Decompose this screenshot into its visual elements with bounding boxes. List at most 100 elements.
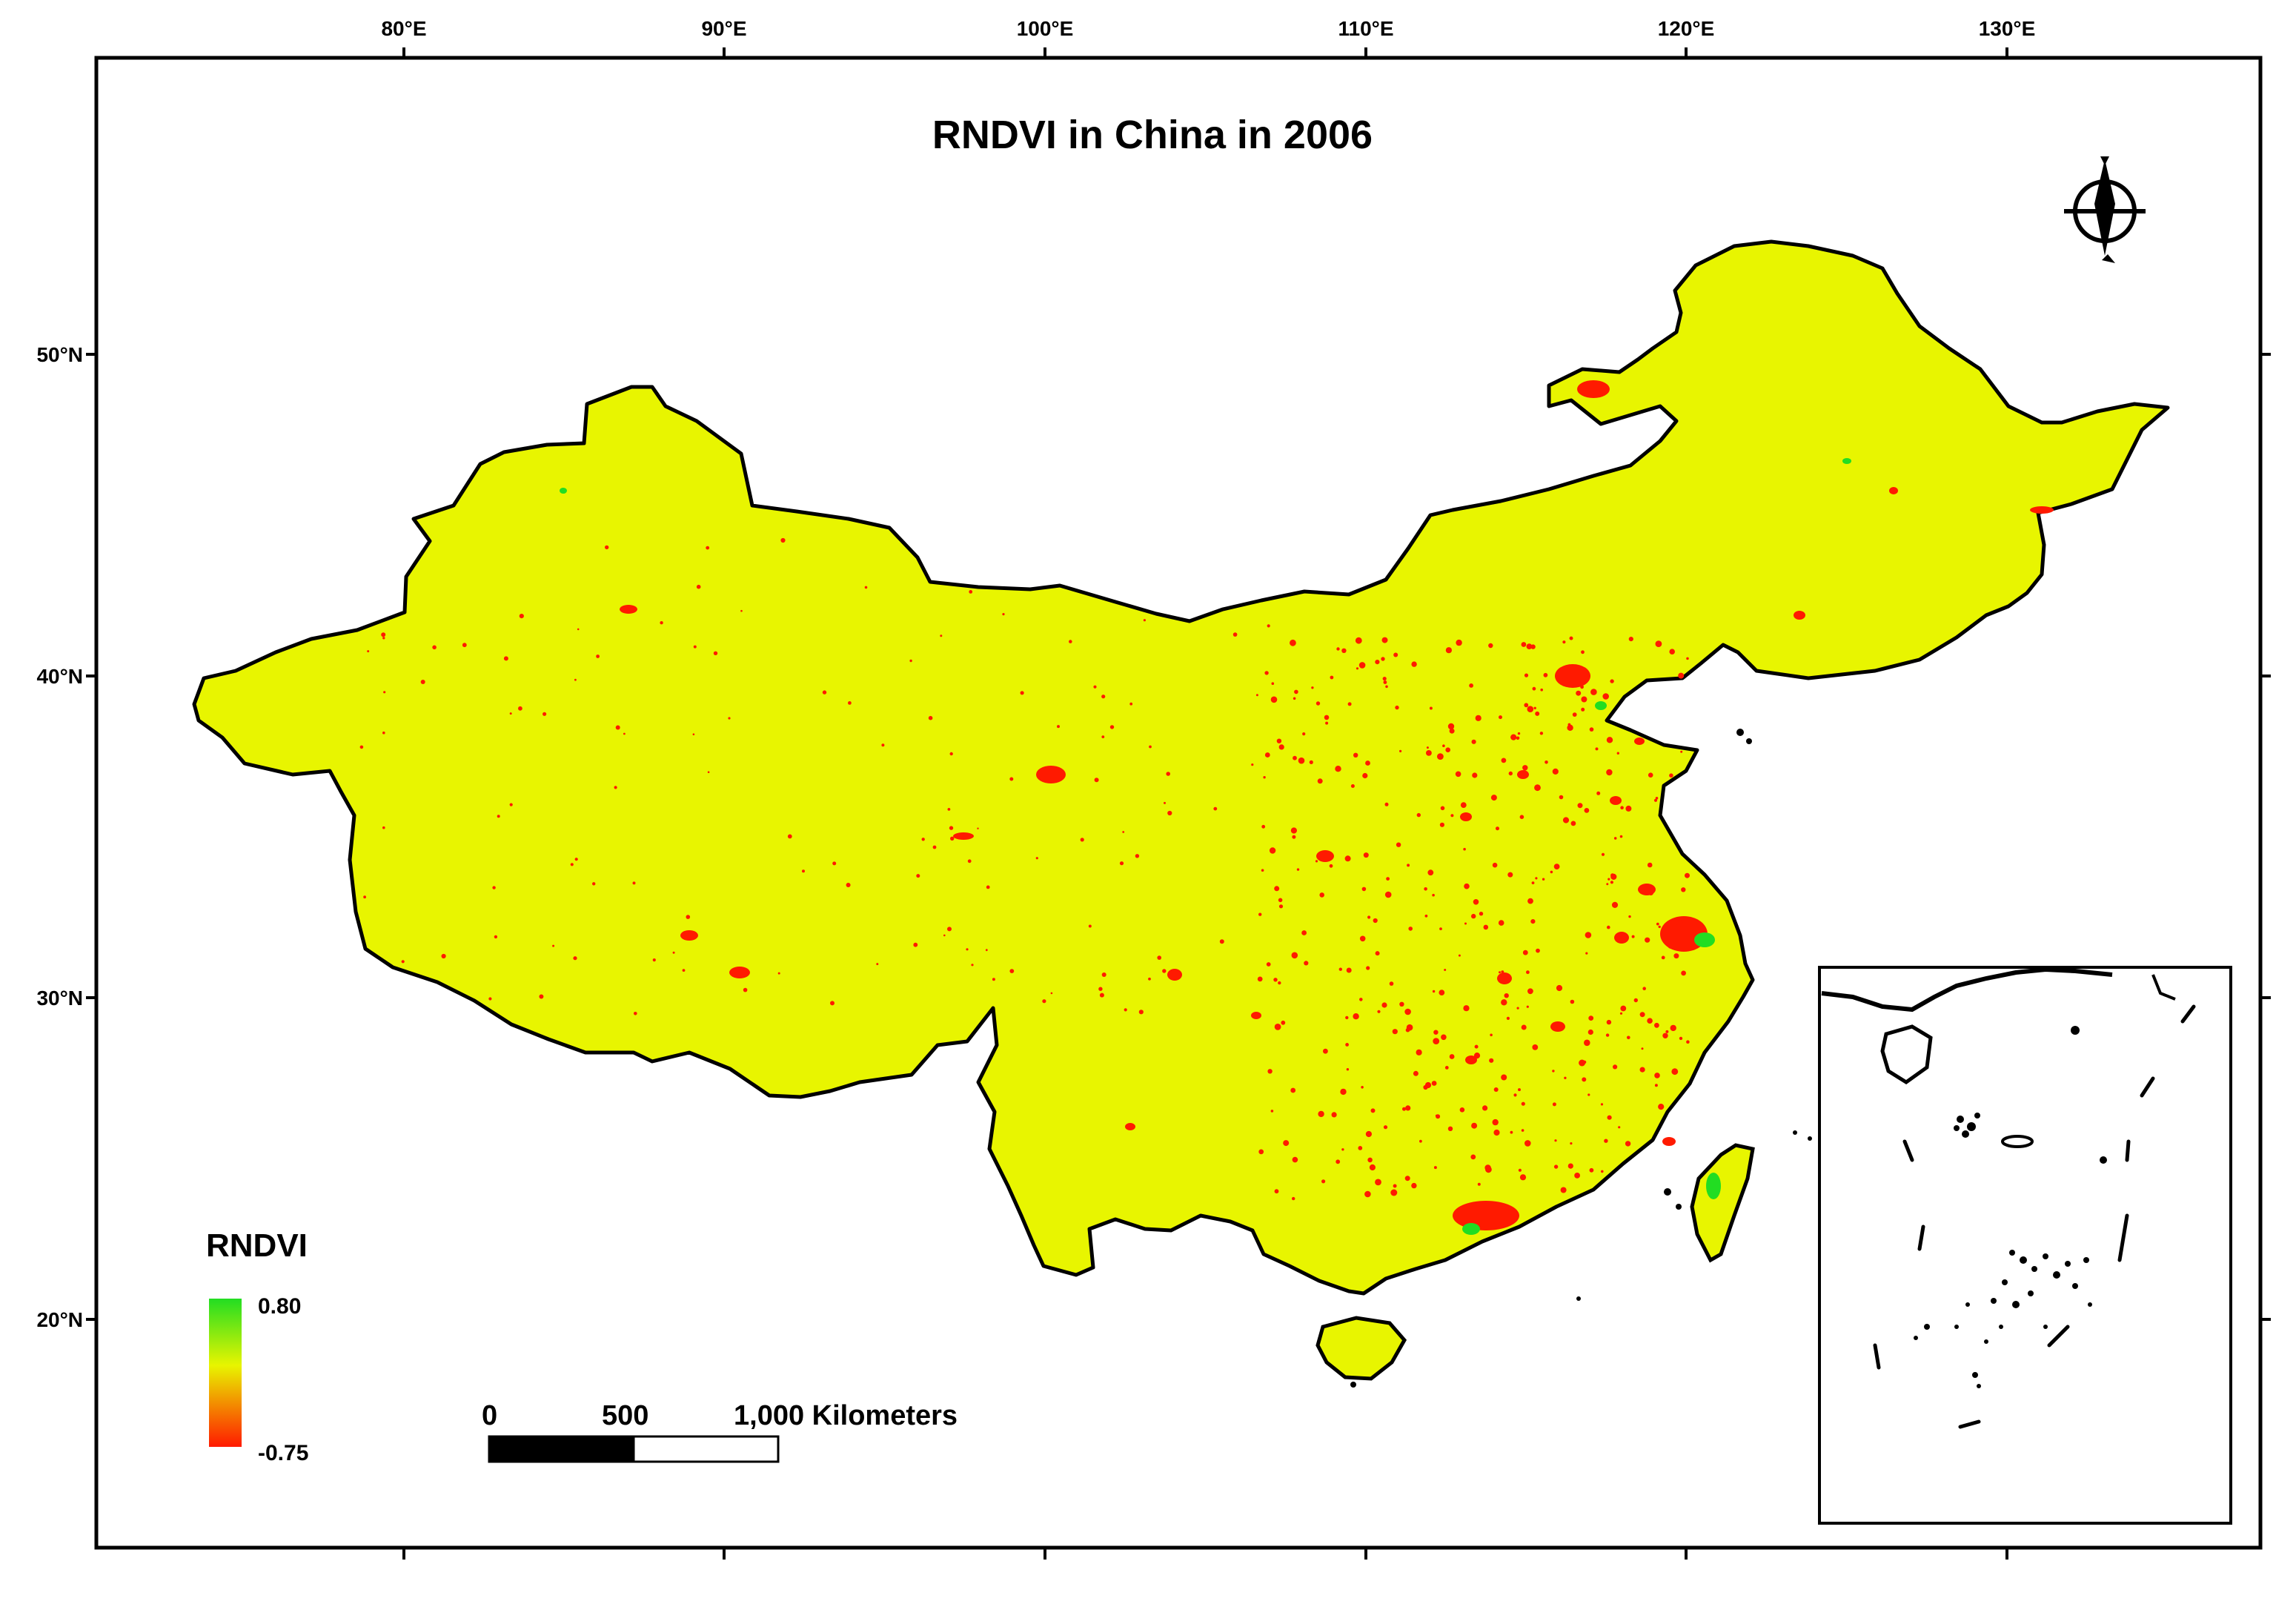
low-rndvi-dot: [947, 808, 951, 811]
low-rndvi-dot: [1473, 899, 1479, 905]
low-rndvi-dot: [1440, 806, 1445, 811]
low-rndvi-dot: [518, 706, 522, 711]
south-china-sea-inset: [1818, 966, 2232, 1525]
low-rndvi-dot: [1460, 802, 1467, 808]
low-rndvi-dot: [1564, 1076, 1567, 1080]
low-rndvi-dot: [1562, 640, 1566, 644]
low-rndvi-dot: [1669, 649, 1675, 654]
low-rndvi-dot: [1496, 826, 1499, 831]
low-rndvi-dot: [497, 815, 500, 818]
low-rndvi-dot: [1506, 1016, 1510, 1020]
low-rndvi-dot: [1345, 1015, 1349, 1020]
low-rndvi-dot: [1219, 939, 1224, 944]
low-rndvi-dot: [1569, 636, 1573, 640]
legend: RNDVI 0.80 -0.75: [206, 1227, 308, 1465]
low-rndvi-dot: [1273, 978, 1278, 982]
low-rndvi-dot: [1662, 1033, 1668, 1039]
low-rndvi-dot: [1472, 772, 1478, 778]
low-rndvi-dot: [573, 956, 577, 961]
low-rndvi-dot: [1135, 854, 1140, 858]
low-rndvi-dot: [1686, 657, 1689, 660]
low-rndvi-dot: [1475, 715, 1482, 721]
low-rndvi-dot: [1258, 1149, 1264, 1155]
low-rndvi-dot: [1490, 1033, 1493, 1037]
low-rndvi-dot: [1673, 953, 1679, 959]
low-rndvi-dot: [1124, 1008, 1127, 1012]
low-rndvi-dot: [1393, 1184, 1397, 1188]
low-rndvi-dot: [1363, 852, 1369, 858]
low-rndvi-dot: [1166, 772, 1170, 776]
low-rndvi-dot: [632, 881, 636, 885]
low-rndvi-dot: [660, 621, 663, 625]
lon-label-130: 130°E: [1979, 17, 2036, 40]
lon-label-120: 120°E: [1658, 17, 1715, 40]
low-rndvi-dot: [1489, 1058, 1494, 1063]
low-rndvi-dot: [966, 948, 969, 951]
low-rndvi-dot: [1535, 711, 1540, 716]
low-rndvi-dot: [1264, 671, 1269, 675]
low-rndvi-dot: [1292, 835, 1296, 839]
low-rndvi-dot: [1341, 1148, 1344, 1151]
low-rndvi-dot: [1384, 891, 1392, 898]
low-rndvi-dot: [1346, 1068, 1350, 1071]
low-rndvi-dot: [1251, 763, 1254, 766]
low-rndvi-dot: [1263, 776, 1266, 779]
low-rndvi-dot: [1552, 768, 1559, 775]
low-rndvi-dot: [1532, 686, 1536, 691]
low-rndvi-dot: [928, 715, 933, 720]
low-rndvi-dot: [1385, 685, 1388, 689]
low-rndvi-dot: [1057, 725, 1060, 729]
low-rndvi-dot: [615, 725, 620, 730]
low-rndvi-dot: [1340, 1088, 1347, 1096]
low-rndvi-dot: [1361, 1086, 1364, 1089]
low-rndvi-dot: [1407, 864, 1410, 867]
low-rndvi-dot: [1271, 682, 1275, 685]
low-rndvi-dot: [1647, 862, 1653, 868]
low-rndvi-dot: [1463, 847, 1466, 851]
low-rndvi-dot: [367, 650, 370, 653]
low-rndvi-dot: [728, 717, 731, 720]
low-rndvi-dot: [1579, 1059, 1586, 1067]
low-rndvi-dot: [1582, 1077, 1587, 1082]
low-rndvi-dot: [1413, 1070, 1419, 1076]
low-rndvi-dot: [1655, 797, 1659, 800]
low-rndvi-dot: [1276, 738, 1282, 743]
low-rndvi-dot: [605, 545, 609, 550]
low-rndvi-dot: [1309, 760, 1313, 764]
low-rndvi-dot: [494, 935, 498, 939]
low-rndvi-dot: [509, 712, 512, 715]
low-rndvi-dot: [1668, 944, 1673, 949]
low-rndvi-dot: [977, 827, 979, 829]
low-rndvi-dot: [1607, 1115, 1612, 1120]
low-rndvi-dot: [1358, 662, 1366, 669]
low-rndvi-dot: [1464, 883, 1470, 889]
low-rndvi-dot: [1442, 744, 1445, 747]
low-rndvi-dot: [1521, 1101, 1525, 1106]
low-rndvi-dot: [420, 680, 425, 684]
low-rndvi-dot: [1384, 802, 1389, 806]
low-rndvi-dot: [1381, 637, 1388, 643]
low-rndvi-dot: [1618, 1126, 1621, 1129]
low-rndvi-dot: [881, 743, 885, 747]
low-rndvi-dot: [1531, 881, 1535, 884]
low-rndvi-dot: [1610, 679, 1614, 683]
low-rndvi-dot: [1404, 1008, 1411, 1015]
low-rndvi-dot: [1676, 920, 1683, 927]
low-rndvi-dot: [1686, 1040, 1690, 1044]
low-rndvi-dot: [1365, 1130, 1372, 1138]
low-rndvi-dot: [1552, 1102, 1556, 1107]
low-rndvi-dot: [1540, 688, 1543, 692]
low-rndvi-dot: [1570, 1142, 1573, 1145]
low-rndvi-dot: [1402, 1107, 1406, 1111]
low-rndvi-dot: [1278, 904, 1284, 909]
low-rndvi-dot: [1329, 864, 1333, 868]
low-rndvi-dot: [1336, 1159, 1341, 1164]
low-rndvi-dot: [1439, 990, 1445, 995]
lon-label-110: 110°E: [1338, 17, 1393, 40]
low-rndvi-dot: [876, 963, 879, 966]
low-rndvi-dot: [1524, 703, 1529, 708]
low-rndvi-dot: [1501, 999, 1507, 1006]
low-rndvi-dot: [1439, 927, 1442, 930]
low-rndvi-dot: [1293, 755, 1297, 760]
low-rndvi-dot: [1392, 1029, 1398, 1035]
